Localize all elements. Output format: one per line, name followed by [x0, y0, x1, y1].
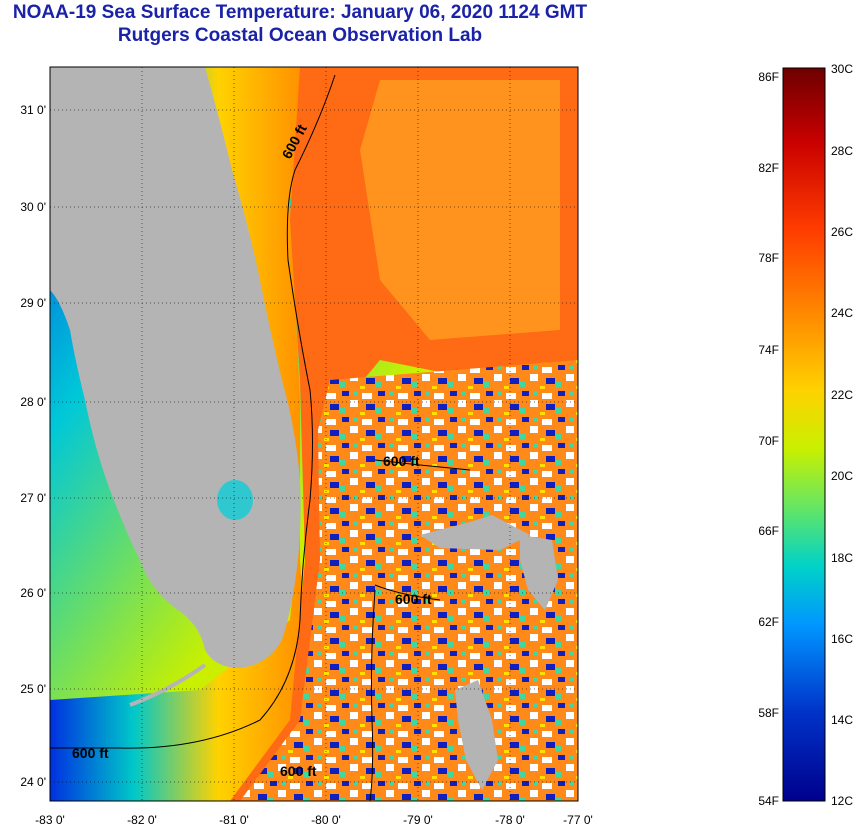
fahrenheit-label: 54F [758, 794, 779, 808]
lat-label: 30 0' [20, 200, 46, 214]
fahrenheit-label: 86F [758, 70, 779, 84]
celsius-label: 24C [831, 306, 853, 320]
lon-label: -80 0' [311, 813, 341, 827]
graticule [50, 67, 578, 801]
lon-label: -79 0' [403, 813, 433, 827]
map-title: NOAA-19 Sea Surface Temperature: January… [12, 2, 588, 23]
map-frame [49, 66, 579, 802]
isobath-600ft-andros [369, 589, 376, 801]
celsius-label: 26C [831, 225, 853, 239]
lon-label: -83 0' [35, 813, 65, 827]
lake-okeechobee [217, 480, 253, 520]
andros-island [455, 680, 498, 790]
contour-label-600ft-2: 600 ft [383, 453, 420, 469]
sst-map: 600 ft 600 ft 600 ft 600 ft 600 ft [50, 67, 578, 801]
isobath-600ft-gbb [374, 584, 441, 601]
celsius-label: 14C [831, 713, 853, 727]
contour-label-600ft-3: 600 ft [395, 591, 432, 607]
contour-label-600ft-4: 600 ft [72, 745, 109, 761]
abaco-island [520, 535, 558, 610]
celsius-label: 22C [831, 388, 853, 402]
map-subtitle: Rutgers Coastal Ocean Observation Lab [117, 25, 483, 46]
fahrenheit-label: 66F [758, 524, 779, 538]
celsius-label: 30C [831, 62, 853, 76]
fahrenheit-label: 58F [758, 706, 779, 720]
celsius-label: 20C [831, 469, 853, 483]
lon-label: -78 0' [495, 813, 525, 827]
isobath-600ft-florida [50, 74, 336, 749]
lon-label: -81 0' [219, 813, 249, 827]
colorbar-gradient [782, 67, 826, 802]
lat-label: 31 0' [20, 103, 46, 117]
lat-label: 24 0' [20, 775, 46, 789]
celsius-label: 12C [831, 794, 853, 808]
fahrenheit-label: 78F [758, 251, 779, 265]
temperature-colorbar: 86F 82F 78F 74F 70F 66F 62F 58F 54F 30C … [758, 62, 853, 808]
latitude-axis: 31 0' 30 0' 29 0' 28 0' 27 0' 26 0' 25 0… [20, 103, 46, 789]
lat-label: 25 0' [20, 682, 46, 696]
celsius-label: 16C [831, 632, 853, 646]
cloud-cover [240, 360, 578, 801]
contour-label-600ft-5: 600 ft [280, 763, 317, 779]
lat-label: 26 0' [20, 586, 46, 600]
isobath-600ft-lbb [374, 459, 471, 471]
lat-label: 27 0' [20, 491, 46, 505]
fahrenheit-label: 62F [758, 615, 779, 629]
celsius-label: 18C [831, 551, 853, 565]
atlantic-nearshore [50, 67, 330, 801]
fahrenheit-label: 74F [758, 343, 779, 357]
fahrenheit-label: 82F [758, 161, 779, 175]
lon-label: -77 0' [563, 813, 593, 827]
longitude-axis: -83 0' -82 0' -81 0' -80 0' -79 0' -78 0… [35, 813, 593, 827]
florida-keys [129, 663, 207, 707]
grand-bahama [420, 515, 530, 550]
lat-label: 29 0' [20, 296, 46, 310]
lon-label: -82 0' [127, 813, 157, 827]
fahrenheit-label: 70F [758, 434, 779, 448]
lat-label: 28 0' [20, 395, 46, 409]
celsius-label: 28C [831, 144, 853, 158]
